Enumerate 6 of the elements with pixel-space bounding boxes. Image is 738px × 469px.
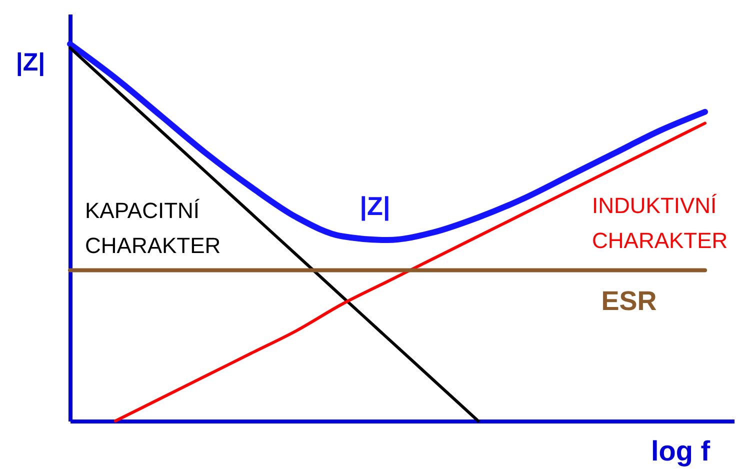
x-axis-title: log f	[650, 436, 711, 466]
series-label: ESR	[601, 286, 657, 316]
y-axis-title: |Z|	[16, 48, 46, 76]
series-label: INDUKTIVNÍ CHARAKTER	[592, 193, 728, 253]
series-label: |Z|	[360, 191, 390, 221]
series-label: KAPACITNÍ CHARAKTER	[85, 198, 221, 258]
